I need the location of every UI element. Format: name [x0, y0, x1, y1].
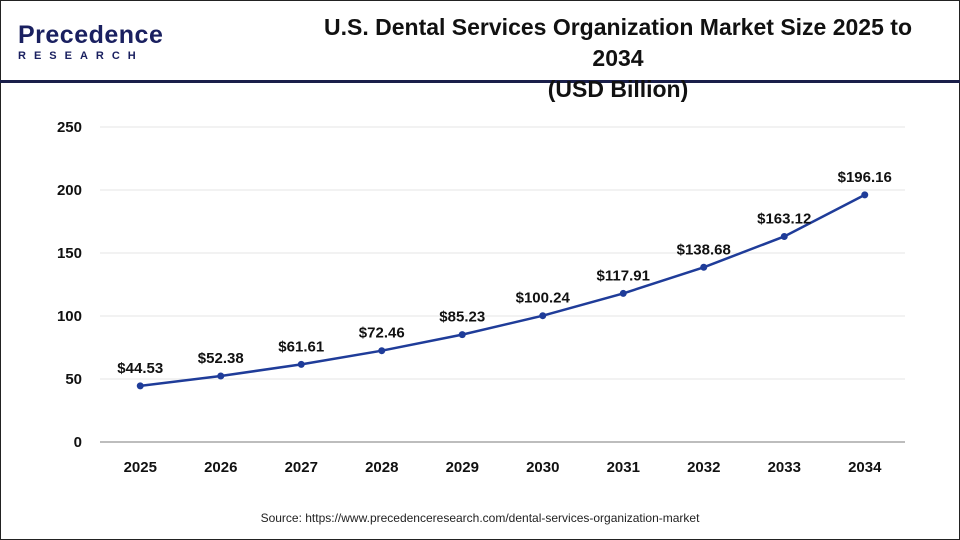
- x-tick-label: 2033: [768, 459, 801, 476]
- x-tick-label: 2034: [848, 459, 882, 476]
- x-tick-label: 2029: [446, 459, 479, 476]
- y-tick-label: 250: [57, 119, 82, 136]
- source-text: Source: https://www.precedenceresearch.c…: [260, 511, 700, 525]
- data-point: [136, 382, 144, 390]
- data-label: $163.12: [757, 210, 811, 227]
- data-label: $72.46: [359, 325, 405, 342]
- data-label: $85.23: [439, 309, 485, 326]
- logo: Precedence RESEARCH: [18, 22, 163, 62]
- y-tick-label: 150: [57, 245, 82, 262]
- data-point: [458, 331, 466, 339]
- header: Precedence RESEARCH U.S. Dental Services…: [0, 0, 960, 102]
- data-point: [861, 191, 869, 199]
- title-line-1: U.S. Dental Services Organization Market…: [324, 14, 912, 71]
- y-tick-label: 100: [57, 308, 82, 325]
- data-point: [619, 289, 627, 297]
- series-line: [140, 193, 866, 388]
- data-label: $52.38: [198, 350, 244, 367]
- y-tick-label: 50: [65, 371, 82, 388]
- x-tick-label: 2028: [365, 459, 398, 476]
- y-tick-label: 0: [74, 434, 82, 451]
- data-point: [217, 372, 225, 380]
- data-point: [700, 263, 708, 271]
- y-tick-label: 200: [57, 182, 82, 199]
- data-label: $196.16: [838, 169, 892, 186]
- data-point: [378, 347, 386, 355]
- x-tick-label: 2026: [204, 459, 237, 476]
- x-tick-label: 2025: [124, 459, 157, 476]
- x-tick-label: 2032: [687, 459, 720, 476]
- data-label: $138.68: [677, 241, 731, 258]
- logo-sub-text: RESEARCH: [18, 50, 144, 62]
- data-label: $61.61: [278, 338, 324, 355]
- data-point: [780, 232, 788, 240]
- data-label: $117.91: [597, 267, 650, 284]
- data-label: $44.53: [117, 360, 163, 377]
- data-point: [297, 360, 305, 368]
- x-tick-label: 2027: [285, 459, 318, 476]
- data-label: $100.24: [516, 290, 571, 307]
- logo-main-text: Precedence: [18, 21, 164, 49]
- title-line-2: (USD Billion): [547, 76, 689, 102]
- x-tick-label: 2030: [526, 459, 559, 476]
- data-point: [539, 312, 547, 320]
- chart-title: U.S. Dental Services Organization Market…: [298, 12, 938, 105]
- x-tick-label: 2031: [607, 459, 640, 476]
